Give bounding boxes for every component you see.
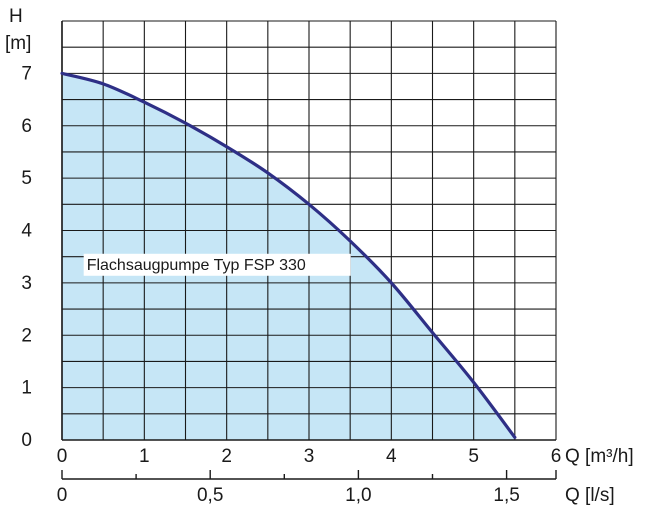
y-tick-label: 4 — [21, 221, 32, 242]
x-tick-layer: 0 1 2 3 4 5 — [57, 446, 479, 467]
y-tick-label: 0 — [21, 430, 32, 451]
curve-layer — [60, 71, 517, 439]
pump-curve-line — [60, 71, 517, 439]
x-tick-label: 2 — [221, 446, 232, 467]
x-axis-label: Q [m³/h] — [565, 446, 634, 467]
x-secondary-axis-label: Q [l/s] — [565, 485, 615, 506]
series-label-layer: Flachsaugpumpe Typ FSP 330 — [83, 253, 351, 276]
y-tick-label: 3 — [21, 273, 32, 294]
x-secondary-tick-label: 0 — [57, 485, 68, 506]
y-tick-label: 7 — [21, 63, 32, 84]
y-tick-label: 5 — [21, 168, 32, 189]
y-tick-label: 2 — [21, 325, 32, 346]
series-label: Flachsaugpumpe Typ FSP 330 — [87, 257, 306, 274]
x-tick-label: 1 — [139, 446, 150, 467]
x-tick-label: 3 — [304, 446, 315, 467]
x-tick-label: 4 — [386, 446, 397, 467]
x-tick-label: 5 — [468, 446, 479, 467]
y-tick-label: 1 — [21, 378, 32, 399]
x-secondary-tick-label: 0,5 — [197, 485, 223, 506]
x-secondary-tick-label: 1,0 — [345, 485, 371, 506]
grid-layer — [61, 20, 557, 441]
x-tick-label: 0 — [57, 446, 68, 467]
y-tick-label: 6 — [21, 116, 32, 137]
x-secondary-tick-label: 1,5 — [493, 485, 519, 506]
secondary-axis-layer: 0 0,5 1,0 1,5 — [57, 470, 557, 506]
x-axis-end-label: 6 — [551, 446, 562, 467]
y-axis-label: H — [9, 6, 23, 27]
y-tick-layer: 0 1 2 3 4 5 6 7 — [21, 63, 32, 451]
series-label-background — [83, 253, 351, 276]
y-axis-unit: [m] — [5, 33, 31, 54]
